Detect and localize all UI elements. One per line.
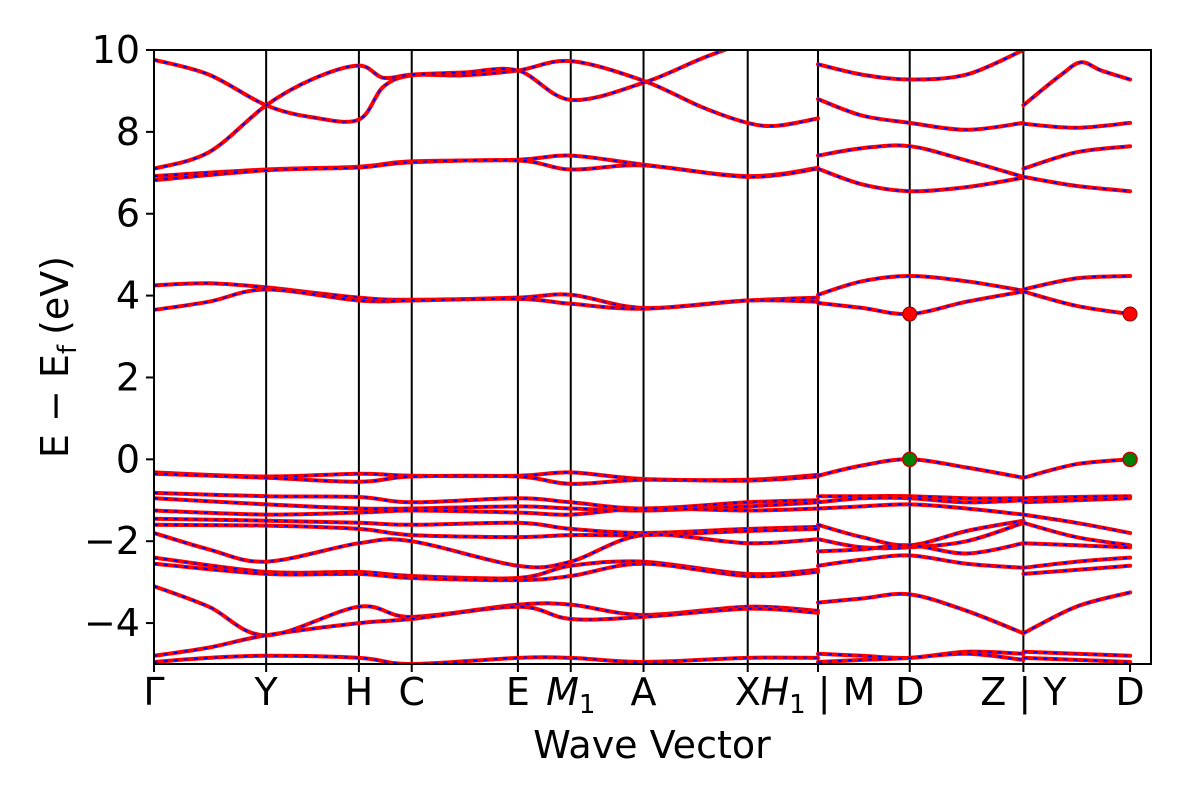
band-overlay-17 xyxy=(154,605,819,657)
band-overlay-36 xyxy=(1022,61,1131,107)
band-overlay-37 xyxy=(1023,121,1131,129)
band-overlay-5 xyxy=(154,288,819,311)
band-overlay-48 xyxy=(1023,556,1131,569)
band-overlay-40 xyxy=(1023,275,1131,291)
band-overlay-22 xyxy=(817,167,1024,193)
band-overlay-49 xyxy=(1023,564,1131,575)
y-tick-label-7: −4 xyxy=(84,601,140,645)
y-tick-label-2: 6 xyxy=(116,192,140,236)
band-overlay-20 xyxy=(817,98,1024,131)
axes xyxy=(146,49,1152,672)
y-axis-title: E − Ef (eV) xyxy=(33,256,83,458)
band-overlay-10 xyxy=(154,507,819,516)
x-tick-label-9: D xyxy=(895,670,924,714)
x-tick-label-1: Y xyxy=(254,670,279,714)
band-overlay-27 xyxy=(817,496,1024,504)
band-line-19 xyxy=(816,50,1026,82)
x-tick-label-7: X xyxy=(735,670,761,714)
plot-area xyxy=(154,50,1138,664)
x-tick-label-2: H xyxy=(345,670,374,714)
band-overlay-16 xyxy=(154,585,819,637)
band-line-1 xyxy=(154,50,731,171)
y-tick-label-0: 10 xyxy=(92,28,140,72)
band-line-3 xyxy=(154,158,820,183)
band-line-12 xyxy=(154,522,820,540)
plot-frame xyxy=(153,49,1152,665)
y-tick-label-6: −2 xyxy=(84,519,140,563)
y-tick-label-5: 0 xyxy=(116,437,140,481)
band-overlay-42 xyxy=(1023,458,1131,479)
band-line-36 xyxy=(1021,60,1133,108)
x-tick-label-0: Γ xyxy=(143,670,164,714)
band-overlay-8 xyxy=(154,491,819,510)
x-tick-label-10: Z | Y xyxy=(980,670,1067,715)
x-tick-label-4: E xyxy=(506,670,530,714)
band-overlay-18 xyxy=(154,654,819,664)
band-overlay-29 xyxy=(817,519,1024,547)
vbm-marker-1 xyxy=(1122,451,1138,468)
y-axis-title-main: E − E xyxy=(33,354,77,458)
band-overlay-39 xyxy=(1023,175,1131,193)
band-overlay-46 xyxy=(1023,521,1131,547)
band-overlay-38 xyxy=(1023,145,1131,170)
band-overlay-35 xyxy=(817,652,1024,663)
band-line-20 xyxy=(816,97,1026,132)
band-overlay-32 xyxy=(817,554,1024,569)
svg-text:E − Ef(eV): E − Ef (eV) xyxy=(33,256,83,458)
band-overlay-12 xyxy=(154,523,819,539)
x-tick-label-8: H1 | M xyxy=(761,670,876,720)
cbm-marker-0 xyxy=(902,306,918,322)
band-overlay-41 xyxy=(1023,290,1131,315)
band-overlay-1 xyxy=(154,50,728,170)
band-overlay-28 xyxy=(817,503,1024,516)
band-overlay-45 xyxy=(1023,513,1131,534)
band-overlay-47 xyxy=(1023,542,1131,549)
band-overlay-44 xyxy=(1023,497,1131,504)
y-tick-label-3: 4 xyxy=(116,274,140,318)
band-line-50 xyxy=(1021,590,1133,636)
band-overlay-3 xyxy=(154,159,819,182)
y-axis-title-unit: (eV) xyxy=(33,256,77,335)
band-overlay-50 xyxy=(1022,591,1131,635)
band-overlay-19 xyxy=(817,50,1024,81)
cbm-marker-1 xyxy=(1122,306,1138,322)
band-line-5 xyxy=(154,287,820,312)
band-overlay-0 xyxy=(154,58,819,128)
band-overlay-7 xyxy=(154,472,819,485)
y-tick-labels: 10 8 6 4 2 0 −2 −4 xyxy=(84,28,140,645)
x-tick-label-3: C xyxy=(398,670,425,714)
y-tick-label-1: 8 xyxy=(116,110,140,154)
band-line-42 xyxy=(1021,457,1133,480)
band-line-41 xyxy=(1021,289,1133,316)
vbm-marker-0 xyxy=(901,451,918,468)
band-overlay-23 xyxy=(817,274,1024,296)
band-line-38 xyxy=(1021,144,1133,171)
band-overlay-31 xyxy=(817,542,1024,555)
band-overlay-33 xyxy=(817,592,1024,635)
band-line-17 xyxy=(154,604,820,658)
x-tick-label-11: D xyxy=(1115,670,1144,714)
band-overlay-21 xyxy=(817,144,1024,178)
x-tick-labels: Γ Y H C E M1 A X H1 | M D Z | Y D xyxy=(143,670,1144,720)
x-axis-title: Wave Vector xyxy=(533,723,771,767)
band-line-28 xyxy=(816,502,1026,517)
x-tick-label-6: A xyxy=(631,670,657,714)
band-overlay-43 xyxy=(1023,495,1131,500)
x-tick-label-5: M1 xyxy=(546,670,595,720)
y-tick-label-4: 2 xyxy=(116,355,140,399)
band-line-13 xyxy=(154,531,820,570)
y-axis-title-sub: f xyxy=(53,344,83,354)
band-line-40 xyxy=(1021,274,1133,292)
band-overlay-51 xyxy=(1023,650,1131,657)
band-overlay-52 xyxy=(1023,656,1131,663)
band-line-24 xyxy=(816,289,1026,317)
band-overlay-15 xyxy=(154,562,819,582)
